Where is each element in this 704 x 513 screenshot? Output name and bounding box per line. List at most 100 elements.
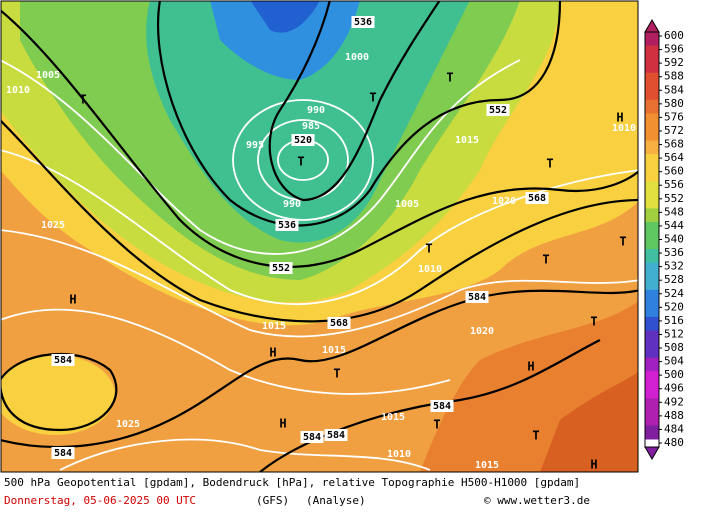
map-label-bg bbox=[525, 192, 549, 204]
colorbar-tick-label: 544 bbox=[664, 219, 684, 232]
colorbar-tick-label: 564 bbox=[664, 151, 684, 164]
colorbar-segment bbox=[645, 357, 659, 372]
isobar-label: 985 bbox=[302, 121, 320, 132]
pressure-center: H bbox=[590, 458, 597, 472]
pressure-center: T bbox=[546, 157, 553, 171]
isobar-label: 1015 bbox=[322, 345, 346, 356]
pressure-center: T bbox=[433, 418, 440, 432]
isobar-label: 1010 bbox=[612, 123, 636, 134]
geopotential-label: 584 bbox=[54, 448, 72, 459]
pressure-center: H bbox=[69, 293, 76, 307]
colorbar: 6005965925885845805765725685645605565525… bbox=[644, 19, 684, 460]
colorbar-tick-label: 600 bbox=[664, 29, 684, 42]
colorbar-segment bbox=[645, 289, 659, 304]
colorbar-tick-label: 576 bbox=[664, 110, 684, 123]
colorbar-segment bbox=[645, 86, 659, 101]
colorbar-segment bbox=[645, 32, 659, 47]
isobar-label: 995 bbox=[246, 140, 264, 151]
colorbar-segment bbox=[645, 384, 659, 399]
geopotential-label: 584 bbox=[433, 401, 451, 412]
isobar-label: 1015 bbox=[475, 460, 499, 471]
colorbar-segment bbox=[645, 72, 659, 87]
colorbar-tick-label: 484 bbox=[664, 422, 684, 435]
pressure-center: H bbox=[616, 111, 623, 125]
colorbar-segment bbox=[645, 316, 659, 331]
colorbar-tick-label: 512 bbox=[664, 327, 684, 340]
colorbar-segment bbox=[645, 221, 659, 236]
colorbar-segment bbox=[645, 140, 659, 155]
pressure-center: T bbox=[542, 253, 549, 267]
colorbar-tick-label: 560 bbox=[664, 165, 684, 178]
colorbar-segment bbox=[645, 330, 659, 345]
map-label-bg bbox=[51, 354, 75, 366]
colorbar-segment bbox=[645, 99, 659, 114]
colorbar-segment bbox=[645, 126, 659, 142]
pressure-center: T bbox=[619, 235, 626, 249]
geopotential-label: 568 bbox=[528, 193, 546, 204]
pressure-center: H bbox=[527, 360, 534, 374]
map-label-bg bbox=[430, 400, 454, 412]
colorbar-segment bbox=[645, 262, 659, 277]
colorbar-segment bbox=[645, 113, 659, 128]
geopotential-label: 552 bbox=[272, 263, 290, 274]
pressure-center: T bbox=[79, 93, 86, 107]
pressure-center: T bbox=[446, 71, 453, 85]
footer-run: (Analyse) bbox=[306, 494, 366, 507]
colorbar-tick-label: 520 bbox=[664, 300, 684, 313]
geopotential-label: 520 bbox=[294, 135, 312, 146]
colorbar-tick-label: 488 bbox=[664, 409, 684, 422]
map-label-bg bbox=[291, 134, 315, 146]
colorbar-segment bbox=[645, 371, 659, 386]
map-label-bg bbox=[275, 219, 299, 231]
isobar-label: 1015 bbox=[455, 135, 479, 146]
pressure-center: T bbox=[532, 429, 539, 443]
isobar-label: 990 bbox=[283, 199, 301, 210]
colorbar-segment bbox=[645, 398, 659, 413]
isobar-label: 1020 bbox=[470, 326, 494, 337]
colorbar-segment bbox=[645, 59, 659, 74]
pressure-center: T bbox=[425, 242, 432, 256]
isobar-label: 1000 bbox=[345, 52, 369, 63]
colorbar-tick-label: 508 bbox=[664, 341, 684, 354]
colorbar-segment bbox=[645, 249, 659, 264]
colorbar-tick-label: 584 bbox=[664, 83, 684, 96]
isobar-label: 1025 bbox=[116, 419, 140, 430]
colorbar-segment bbox=[645, 181, 659, 196]
geopotential-label: 584 bbox=[54, 355, 72, 366]
pressure-center: T bbox=[333, 367, 340, 381]
colorbar-tick-label: 496 bbox=[664, 382, 684, 395]
colorbar-tick-label: 492 bbox=[664, 395, 684, 408]
colorbar-tick-label: 524 bbox=[664, 287, 684, 300]
map-label-bg bbox=[465, 291, 489, 303]
colorbar-tick-label: 588 bbox=[664, 70, 684, 83]
colorbar-segment bbox=[645, 208, 659, 223]
isobar-label: 990 bbox=[307, 105, 325, 116]
map-label-bg bbox=[351, 16, 375, 28]
colorbar-segment bbox=[645, 154, 659, 169]
map-frame bbox=[0, 0, 639, 473]
colorbar-tick-label: 556 bbox=[664, 178, 684, 191]
geopotential-label: 568 bbox=[330, 318, 348, 329]
pressure-center: T bbox=[590, 315, 597, 329]
isobar-label: 1005 bbox=[36, 70, 60, 81]
isobar-label: 1010 bbox=[6, 85, 30, 96]
colorbar-tick-label: 516 bbox=[664, 314, 684, 327]
map-label-bg bbox=[300, 431, 324, 443]
pressure-center: T bbox=[297, 155, 304, 169]
colorbar-tick-label: 480 bbox=[664, 436, 684, 449]
colorbar-segment bbox=[645, 303, 659, 318]
map bbox=[1, 1, 638, 472]
map-label-bg bbox=[486, 104, 510, 116]
geopotential-label: 584 bbox=[327, 430, 345, 441]
colorbar-tick-label: 592 bbox=[664, 56, 684, 69]
isobar-label: 1015 bbox=[381, 412, 405, 423]
geopotential-label: 536 bbox=[278, 220, 296, 231]
geopotential-label: 584 bbox=[303, 432, 321, 443]
colorbar-frame bbox=[644, 31, 660, 448]
colorbar-top-arrow bbox=[644, 19, 660, 33]
colorbar-segment bbox=[645, 45, 659, 60]
pressure-center: T bbox=[369, 91, 376, 105]
colorbar-tick-label: 580 bbox=[664, 97, 684, 110]
colorbar-tick-label: 532 bbox=[664, 260, 684, 273]
colorbar-segment bbox=[645, 425, 659, 440]
